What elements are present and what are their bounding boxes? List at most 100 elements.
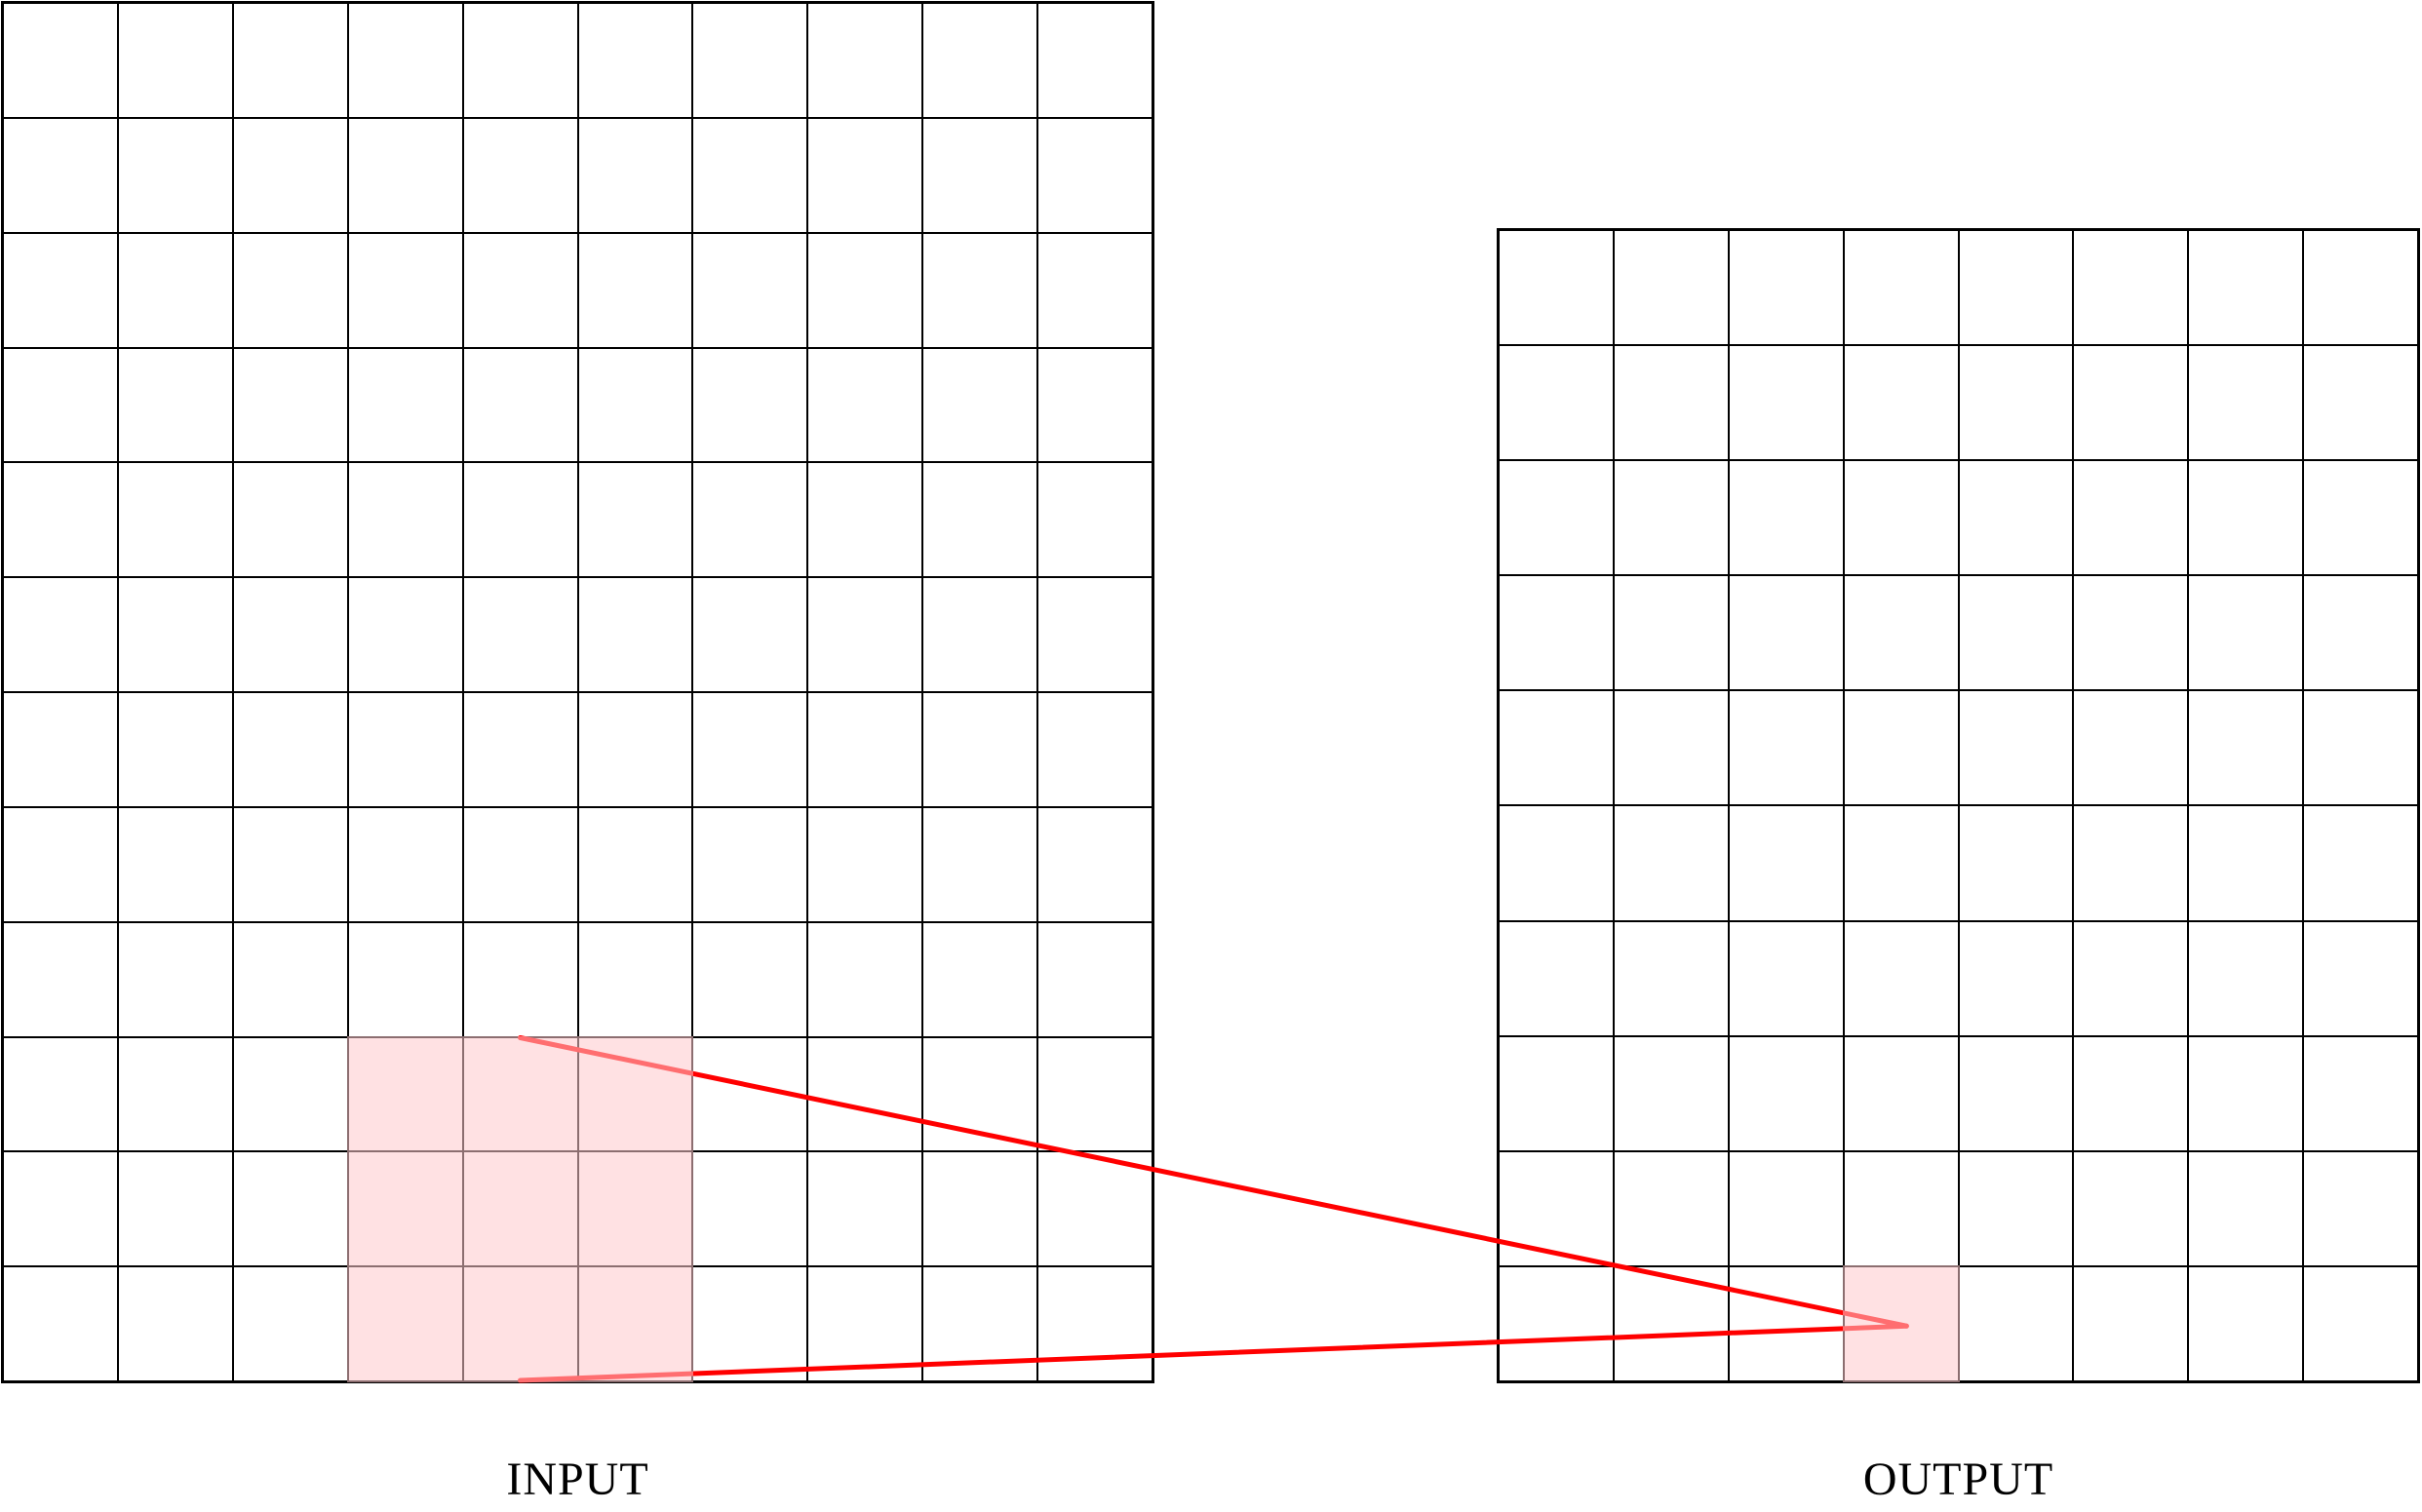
output-grid-cell bbox=[1614, 576, 1728, 690]
output-grid-cell bbox=[1500, 691, 1613, 805]
input-grid-cell bbox=[4, 463, 117, 577]
input-grid-cell bbox=[348, 578, 462, 691]
output-grid bbox=[1497, 228, 2420, 1383]
input-grid-cell bbox=[118, 1267, 232, 1380]
output-grid-cell bbox=[1844, 921, 1958, 1035]
output-label: OUTPUT bbox=[1862, 1454, 2054, 1505]
output-grid-cell bbox=[1500, 231, 1613, 345]
output-grid-cell bbox=[2189, 691, 2303, 805]
input-grid-cell bbox=[118, 578, 232, 691]
input-grid-cell bbox=[348, 922, 462, 1036]
output-grid-cell bbox=[2189, 1036, 2303, 1150]
output-grid-cell bbox=[2304, 1266, 2417, 1380]
output-grid-cell bbox=[1614, 806, 1728, 920]
input-grid-cell bbox=[1038, 807, 1152, 921]
input-grid-cell bbox=[4, 1152, 117, 1266]
output-grid-cell bbox=[1500, 346, 1613, 460]
input-grid-cell bbox=[118, 233, 232, 347]
output-grid-cell bbox=[1959, 461, 2073, 575]
input-grid-cell bbox=[808, 807, 922, 921]
input-grid-cell bbox=[118, 4, 232, 117]
input-grid-cell bbox=[463, 348, 577, 462]
input-grid-cell bbox=[118, 1037, 232, 1151]
output-grid-cell bbox=[1500, 461, 1613, 575]
input-grid-cell bbox=[808, 118, 922, 232]
output-grid-cell bbox=[2189, 231, 2303, 345]
input-grid-cell bbox=[233, 807, 347, 921]
input-grid-cell bbox=[923, 1037, 1037, 1151]
input-grid-cell bbox=[578, 693, 692, 806]
output-grid-cell bbox=[2304, 691, 2417, 805]
output-grid-cell bbox=[1614, 231, 1728, 345]
input-grid-cell bbox=[808, 233, 922, 347]
output-grid-cell bbox=[1959, 576, 2073, 690]
output-grid-cell bbox=[1614, 1266, 1728, 1380]
input-grid-cell bbox=[693, 1037, 807, 1151]
input-grid-cell bbox=[693, 1267, 807, 1380]
output-grid-cell bbox=[2189, 346, 2303, 460]
output-grid-cell bbox=[2189, 921, 2303, 1035]
output-grid-cell bbox=[1959, 1036, 2073, 1150]
input-grid-cell bbox=[463, 578, 577, 691]
input-grid-cell bbox=[693, 4, 807, 117]
input-grid-cell bbox=[1038, 693, 1152, 806]
input-grid-cell bbox=[1038, 348, 1152, 462]
output-grid-cell bbox=[2304, 1151, 2417, 1265]
input-grid-cell bbox=[578, 1152, 692, 1266]
input-grid-cell bbox=[578, 233, 692, 347]
input-grid-cell bbox=[693, 1152, 807, 1266]
input-grid-cell bbox=[578, 1267, 692, 1380]
input-grid-cell bbox=[233, 233, 347, 347]
output-grid-cell bbox=[1729, 231, 1843, 345]
input-grid-cell bbox=[118, 1152, 232, 1266]
output-grid-cell bbox=[1844, 1151, 1958, 1265]
output-grid-cell bbox=[1729, 1266, 1843, 1380]
input-grid-cell bbox=[348, 4, 462, 117]
input-grid-cell bbox=[1038, 4, 1152, 117]
output-grid-cell bbox=[1844, 691, 1958, 805]
input-grid-cell bbox=[233, 463, 347, 577]
input-grid-cell bbox=[808, 348, 922, 462]
input-grid-cell bbox=[4, 807, 117, 921]
input-grid-cell bbox=[4, 1267, 117, 1380]
input-grid-cell bbox=[233, 348, 347, 462]
input-grid-cell bbox=[923, 233, 1037, 347]
output-grid-cell bbox=[1500, 576, 1613, 690]
input-grid-cell bbox=[923, 463, 1037, 577]
output-grid-cell bbox=[2304, 1036, 2417, 1150]
input-grid-cell bbox=[808, 693, 922, 806]
output-grid-cell bbox=[2074, 691, 2188, 805]
output-grid-cell bbox=[2304, 806, 2417, 920]
input-grid-cell bbox=[1038, 118, 1152, 232]
input-grid-cell bbox=[233, 1037, 347, 1151]
output-grid-cell bbox=[2074, 461, 2188, 575]
input-grid-cell bbox=[693, 693, 807, 806]
input-grid-cell bbox=[693, 578, 807, 691]
input-grid-cell bbox=[348, 1037, 462, 1151]
output-grid-cell bbox=[1729, 806, 1843, 920]
input-grid-cell bbox=[348, 348, 462, 462]
input-grid-cell bbox=[463, 118, 577, 232]
input-grid-cell bbox=[693, 233, 807, 347]
output-grid-cell bbox=[1729, 461, 1843, 575]
output-grid-cell bbox=[1500, 1266, 1613, 1380]
input-grid-cell bbox=[923, 4, 1037, 117]
input-grid-cell bbox=[463, 463, 577, 577]
input-grid-cell bbox=[233, 922, 347, 1036]
output-grid-cell bbox=[2304, 346, 2417, 460]
output-grid-cell bbox=[1844, 461, 1958, 575]
input-grid-cell bbox=[808, 1037, 922, 1151]
input-grid-cell bbox=[808, 4, 922, 117]
output-grid-cell bbox=[2304, 921, 2417, 1035]
input-grid-cell bbox=[463, 1037, 577, 1151]
input-grid-cell bbox=[808, 463, 922, 577]
input-grid-cell bbox=[348, 463, 462, 577]
output-grid-cell bbox=[2189, 461, 2303, 575]
input-grid-cell bbox=[1038, 1267, 1152, 1380]
input-grid-cell bbox=[1038, 1152, 1152, 1266]
output-grid-cell bbox=[2304, 576, 2417, 690]
input-grid-cell bbox=[693, 922, 807, 1036]
output-grid-cell bbox=[1614, 461, 1728, 575]
output-grid-cell bbox=[2074, 346, 2188, 460]
